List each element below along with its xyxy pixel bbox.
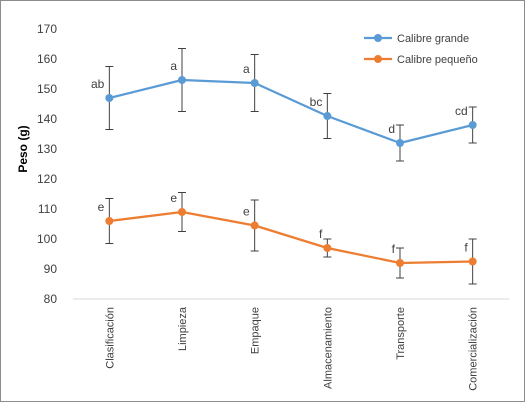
data-label-calibre-grande-clasificacion: ab — [91, 77, 105, 91]
y-tick-label-150: 150 — [37, 82, 57, 96]
data-point-calibre-grande-clasificacion — [105, 94, 114, 102]
data-point-calibre-grande-transporte — [396, 139, 404, 147]
y-tick-label-80: 80 — [44, 292, 58, 306]
series-line-calibre-grande — [109, 78, 473, 145]
legend-item-calibre-pequeno: Calibre pequeño — [364, 54, 478, 66]
y-tick-labels: 80 90 100 110 120 130 140 150 160 170 — [37, 22, 57, 306]
series-layer: ab a a bc d cd e e e f f f — [91, 48, 477, 285]
data-point-calibre-pequeno-almacenamiento — [323, 244, 332, 252]
series-calibre-pequeno: e e e f f f — [98, 191, 477, 285]
x-category-label-transporte: Transporte — [395, 307, 407, 360]
data-label-calibre-pequeno-almacenamiento: f — [319, 227, 323, 241]
x-category-label-limpieza: Limpieza — [177, 306, 189, 351]
x-category-labels: Clasificación Limpieza Empaque Almacenamien… — [104, 306, 479, 391]
y-tick-label-130: 130 — [37, 142, 57, 156]
y-tick-label-100: 100 — [37, 232, 57, 246]
legend: Calibre grande Calibre pequeño — [364, 33, 478, 66]
data-label-calibre-grande-comercializacion: cd — [455, 104, 468, 118]
x-category-label-empaque: Empaque — [250, 307, 262, 354]
y-tick-label-160: 160 — [37, 52, 57, 66]
legend-item-calibre-grande: Calibre grande — [364, 33, 469, 45]
data-point-calibre-pequeno-limpieza — [178, 208, 186, 216]
data-point-calibre-grande-limpieza — [178, 76, 186, 84]
data-point-calibre-pequeno-clasificacion — [105, 217, 114, 225]
data-label-calibre-pequeno-empaque: e — [243, 205, 250, 219]
y-tick-label-170: 170 — [37, 22, 57, 36]
data-label-calibre-grande-limpieza: a — [170, 59, 177, 73]
x-category-label-comercializacion: Comercialización — [468, 307, 480, 391]
legend-marker-calibre-grande — [374, 34, 382, 42]
data-point-calibre-grande-empaque — [250, 79, 259, 87]
data-label-calibre-pequeno-clasificacion: e — [98, 200, 105, 214]
x-category-label-clasificacion: Clasificación — [104, 307, 116, 369]
data-label-calibre-grande-empaque: a — [243, 62, 250, 76]
series-line-calibre-pequeno — [109, 210, 473, 265]
y-axis-title: Peso (g) — [16, 125, 30, 172]
data-label-calibre-pequeno-comercializacion: f — [464, 241, 468, 255]
legend-marker-calibre-pequeno — [374, 55, 382, 63]
data-point-calibre-pequeno-empaque — [250, 221, 259, 230]
x-category-label-almacenamiento: Almacenamiento — [322, 307, 334, 389]
data-label-calibre-pequeno-transporte: f — [392, 242, 396, 256]
data-point-calibre-pequeno-comercializacion — [468, 257, 477, 266]
data-label-calibre-grande-almacenamiento: bc — [310, 95, 323, 109]
series-calibre-grande: ab a a bc d cd — [91, 48, 477, 162]
y-tick-label-120: 120 — [37, 172, 57, 186]
data-point-calibre-grande-almacenamiento — [323, 112, 332, 120]
y-tick-label-110: 110 — [38, 202, 57, 216]
legend-label-calibre-pequeno: Calibre pequeño — [397, 54, 478, 66]
legend-label-calibre-grande: Calibre grande — [397, 33, 469, 45]
y-tick-label-140: 140 — [37, 112, 57, 126]
data-label-calibre-grande-transporte: d — [388, 122, 395, 136]
data-point-calibre-pequeno-transporte — [396, 259, 404, 267]
y-tick-label-90: 90 — [44, 262, 58, 276]
data-label-calibre-pequeno-limpieza: e — [170, 191, 177, 205]
data-point-calibre-grande-comercializacion — [468, 121, 477, 129]
